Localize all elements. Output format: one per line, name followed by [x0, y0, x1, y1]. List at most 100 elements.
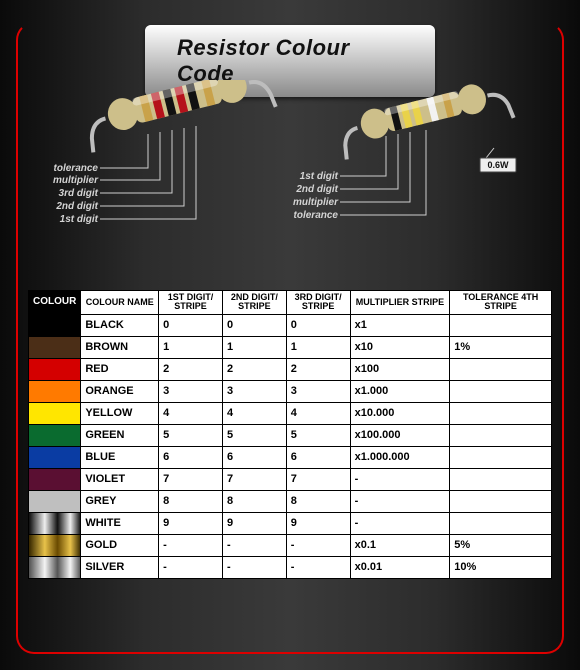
cell: 9: [222, 512, 286, 534]
colour-name: YELLOW: [81, 402, 159, 424]
colour-swatch: [29, 380, 81, 402]
colour-name: GOLD: [81, 534, 159, 556]
cell: [450, 468, 552, 490]
r-label-1st: 1st digit: [300, 171, 339, 182]
cell: 4: [286, 402, 350, 424]
table-row: BROWN111x101%: [29, 336, 552, 358]
colour-name: ORANGE: [81, 380, 159, 402]
cell: -: [350, 468, 450, 490]
cell: [450, 512, 552, 534]
cell: 4: [159, 402, 223, 424]
r-label-tol: tolerance: [294, 210, 339, 221]
cell: 3: [159, 380, 223, 402]
cell: x100: [350, 358, 450, 380]
cell: x1.000.000: [350, 446, 450, 468]
label-1st-digit: 1st digit: [60, 214, 99, 225]
table-row: BLUE666x1.000.000: [29, 446, 552, 468]
table-row: YELLOW444x10.000: [29, 402, 552, 424]
r-label-2nd: 2nd digit: [295, 184, 338, 195]
cell: 1: [222, 336, 286, 358]
label-2nd-digit: 2nd digit: [55, 201, 98, 212]
cell: 2: [159, 358, 223, 380]
cell: [450, 314, 552, 336]
colour-name: RED: [81, 358, 159, 380]
table-row: GREY888-: [29, 490, 552, 512]
col-header: 1ST DIGIT/ STRIPE: [159, 291, 223, 315]
resistor-diagram: tolerance multiplier 3rd digit 2nd digit…: [28, 80, 552, 280]
cell: 6: [286, 446, 350, 468]
cell: 5: [286, 424, 350, 446]
cell: 0: [222, 314, 286, 336]
cell: 10%: [450, 556, 552, 578]
colour-swatch: [29, 314, 81, 336]
cell: 8: [222, 490, 286, 512]
cell: -: [350, 512, 450, 534]
cell: 0: [286, 314, 350, 336]
cell: -: [222, 534, 286, 556]
colour-swatch: [29, 402, 81, 424]
col-header: COLOUR: [29, 291, 81, 315]
cell: 5: [222, 424, 286, 446]
frame: Resistor Colour Code: [0, 0, 580, 670]
cell: 8: [159, 490, 223, 512]
colour-name: BLUE: [81, 446, 159, 468]
col-header: 2ND DIGIT/ STRIPE: [222, 291, 286, 315]
cell: -: [286, 534, 350, 556]
cell: 5%: [450, 534, 552, 556]
label-3rd-digit: 3rd digit: [59, 188, 99, 199]
cell: 7: [286, 468, 350, 490]
table-row: RED222x100: [29, 358, 552, 380]
cell: 7: [222, 468, 286, 490]
cell: 1: [159, 336, 223, 358]
col-header: 3RD DIGIT/ STRIPE: [286, 291, 350, 315]
colour-swatch: [29, 468, 81, 490]
colour-swatch: [29, 512, 81, 534]
label-multiplier: multiplier: [53, 175, 99, 186]
colour-code-table: COLOURCOLOUR NAME1ST DIGIT/ STRIPE2ND DI…: [28, 290, 552, 579]
colour-swatch: [29, 446, 81, 468]
colour-swatch: [29, 336, 81, 358]
table-row: VIOLET777-: [29, 468, 552, 490]
cell: -: [159, 556, 223, 578]
cell: -: [159, 534, 223, 556]
watt-label: 0.6W: [487, 160, 509, 170]
cell: -: [350, 490, 450, 512]
cell: x1.000: [350, 380, 450, 402]
cell: 7: [159, 468, 223, 490]
cell: 8: [286, 490, 350, 512]
table-row: BLACK000x1: [29, 314, 552, 336]
cell: [450, 402, 552, 424]
cell: x100.000: [350, 424, 450, 446]
cell: 9: [286, 512, 350, 534]
colour-name: SILVER: [81, 556, 159, 578]
cell: x0.1: [350, 534, 450, 556]
colour-swatch: [29, 358, 81, 380]
cell: 4: [222, 402, 286, 424]
colour-swatch: [29, 490, 81, 512]
table-row: ORANGE333x1.000: [29, 380, 552, 402]
cell: 2: [286, 358, 350, 380]
table-row: WHITE999-: [29, 512, 552, 534]
cell: 6: [159, 446, 223, 468]
cell: [450, 446, 552, 468]
cell: x1: [350, 314, 450, 336]
colour-name: BLACK: [81, 314, 159, 336]
cell: x0.01: [350, 556, 450, 578]
cell: 1: [286, 336, 350, 358]
colour-name: GREY: [81, 490, 159, 512]
cell: -: [222, 556, 286, 578]
cell: 0: [159, 314, 223, 336]
colour-name: BROWN: [81, 336, 159, 358]
cell: x10.000: [350, 402, 450, 424]
label-tolerance: tolerance: [54, 163, 99, 174]
r-label-mult: multiplier: [293, 197, 339, 208]
cell: x10: [350, 336, 450, 358]
table-row: GREEN555x100.000: [29, 424, 552, 446]
cell: -: [286, 556, 350, 578]
table-row: SILVER---x0.0110%: [29, 556, 552, 578]
col-header: TOLERANCE 4TH STRIPE: [450, 291, 552, 315]
cell: [450, 490, 552, 512]
colour-name: WHITE: [81, 512, 159, 534]
cell: 5: [159, 424, 223, 446]
col-header: COLOUR NAME: [81, 291, 159, 315]
